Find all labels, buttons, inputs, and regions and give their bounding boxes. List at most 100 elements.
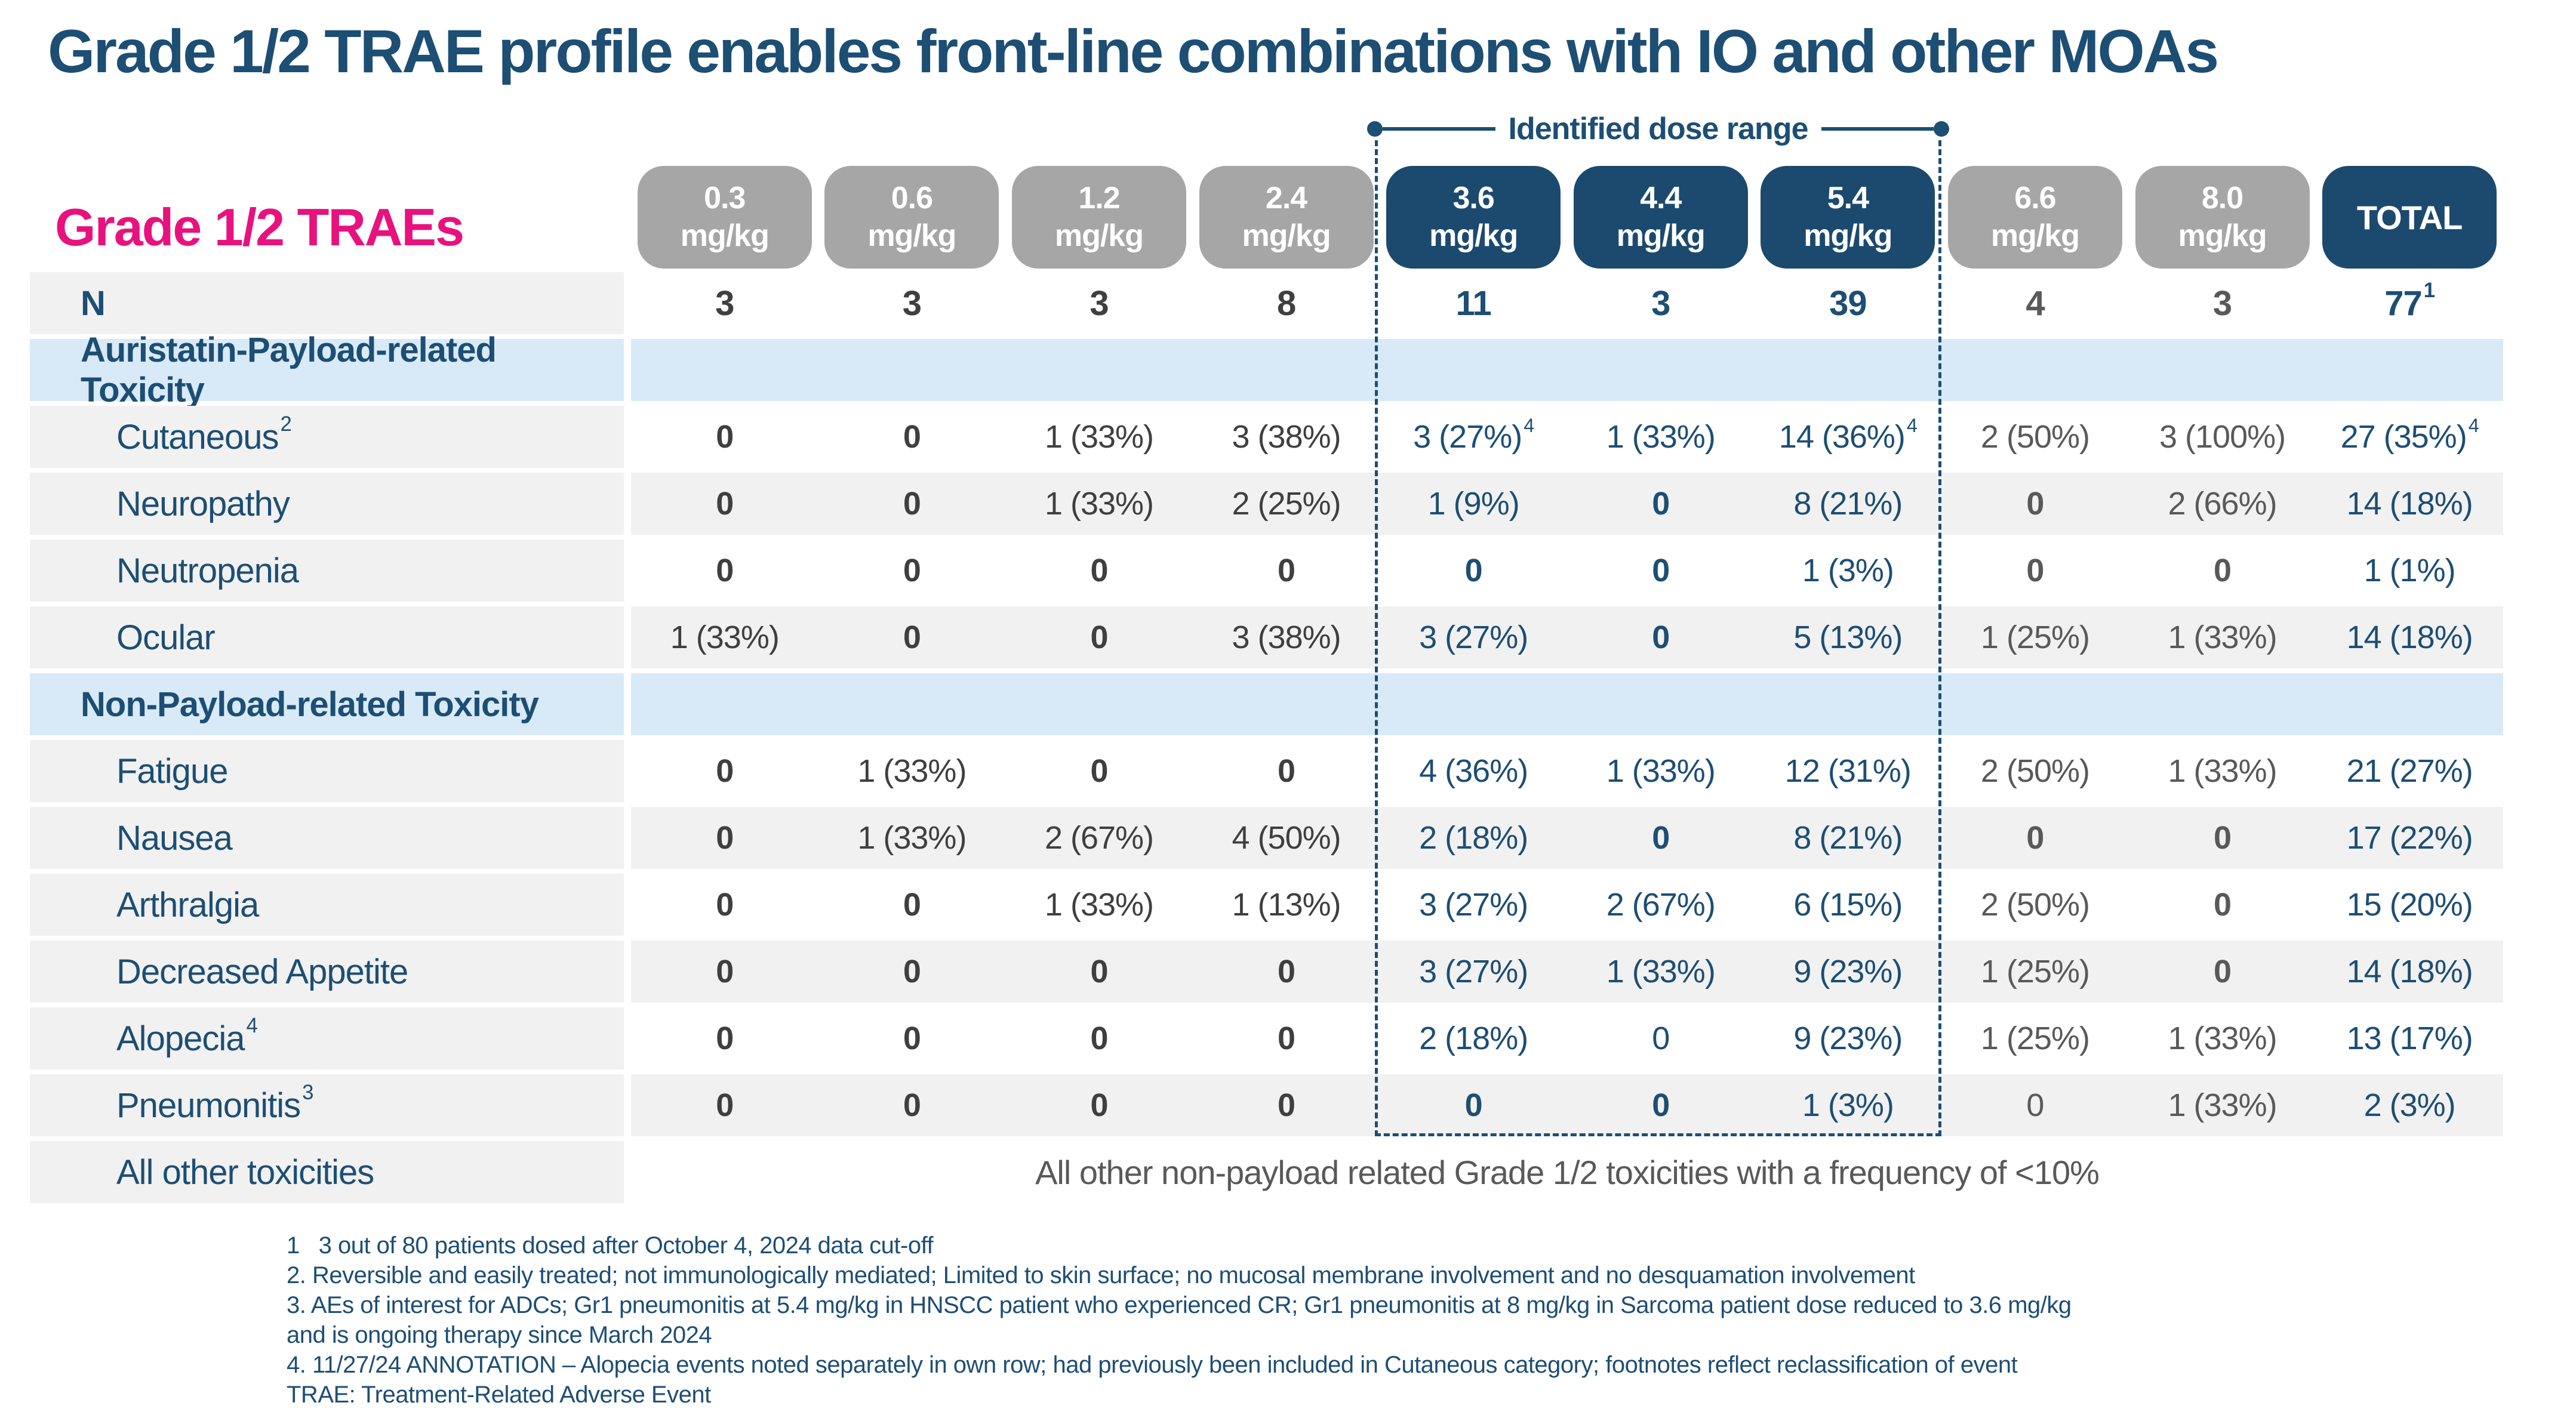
value-cell: 13 (17%) bbox=[2346, 1021, 2473, 1056]
header-cell: 8.0 mg/kg bbox=[2129, 166, 2316, 269]
value-cell: 3 bbox=[902, 283, 922, 323]
value-cell: 1 (25%) bbox=[1980, 619, 2090, 655]
dose-range-annotation: Identified dose range bbox=[1367, 111, 1950, 147]
value-cell: 2 (18%) bbox=[1419, 820, 1528, 856]
table-row-alopecia: Alopecia 4 0 0 0 0 2 (18%) 0 9 (23%) 1 (25%) 1 (33… bbox=[30, 1007, 2503, 1069]
value-cell: 0 bbox=[716, 419, 734, 455]
value-cell: 1 (33%) bbox=[2168, 619, 2278, 655]
value-cell: 3 (100%) bbox=[2159, 419, 2286, 455]
value-cell: 3 bbox=[1090, 283, 1109, 323]
header-row: 0.3 mg/kg 0.6 mg/kg 1.2 mg/kg 2.4 mg/kg 3.6 mg/kg… bbox=[30, 166, 2503, 269]
value-cell: 8 bbox=[1276, 283, 1296, 323]
value-cell: 0 bbox=[2214, 887, 2232, 923]
dose-unit: mg/kg bbox=[1990, 218, 2080, 253]
value-cell: 2 (67%) bbox=[1606, 887, 1716, 923]
value-cell: 17 (22%) bbox=[2346, 820, 2473, 856]
value-cell: 77 1 bbox=[2384, 279, 2435, 323]
dose-unit: mg/kg bbox=[1054, 218, 1144, 253]
value-cell: 3 (38%) bbox=[1232, 619, 1341, 655]
value-cell: 1 (33%) bbox=[1044, 486, 1154, 522]
value-cell: 0 bbox=[716, 820, 734, 856]
trae-heading: Grade 1/2 TRAEs bbox=[55, 198, 464, 257]
value-cell: 2 (66%) bbox=[2168, 486, 2278, 522]
row-label: Arthralgia bbox=[30, 874, 624, 936]
value-cell: 1 (33%) bbox=[857, 753, 967, 789]
value-cell: 1 (33%) bbox=[1044, 887, 1154, 923]
table-row-ocular: Ocular 1 (33%) 0 0 3 (38%) 3 (27%) 0 5 (13%) 1 (… bbox=[30, 606, 2503, 668]
value-cell: 0 bbox=[1278, 553, 1295, 588]
value-cell: 5 (13%) bbox=[1793, 619, 1903, 655]
row-strip: 1 (33%) 0 0 3 (38%) 3 (27%) 0 5 (13%) 1 (25%) 1 … bbox=[631, 606, 2503, 668]
header-cell: 2.4 mg/kg bbox=[1193, 166, 1380, 269]
header-cell: 6.6 mg/kg bbox=[1941, 166, 2129, 269]
header-cell: 1.2 mg/kg bbox=[1005, 166, 1193, 269]
value-cell: 0 bbox=[716, 753, 734, 789]
value-cell: 0 bbox=[716, 954, 734, 989]
value-cell: 1 (1%) bbox=[2363, 553, 2456, 588]
value-cell: 1 (33%) bbox=[1606, 954, 1716, 989]
dose-column-header-2.4: 2.4 mg/kg bbox=[1199, 166, 1374, 269]
header-strip: 0.3 mg/kg 0.6 mg/kg 1.2 mg/kg 2.4 mg/kg 3.6 mg/kg… bbox=[631, 166, 2503, 269]
value-cell: 0 bbox=[903, 954, 921, 989]
row-strip: 0 0 1 (33%) 2 (25%) 1 (9%) 0 8 (21%) 0 2 (66%) 14… bbox=[631, 473, 2503, 535]
table-row-arthralgia: Arthralgia 0 0 1 (33%) 1 (13%) 3 (27%) 2 (67%)… bbox=[30, 874, 2503, 936]
value-cell: 2 (3%) bbox=[2363, 1087, 2456, 1123]
value-cell: 0 bbox=[1090, 954, 1108, 989]
slide-title: Grade 1/2 TRAE profile enables front-lin… bbox=[48, 17, 2219, 85]
value-cell: 8 (21%) bbox=[1793, 820, 1903, 856]
row-strip bbox=[631, 673, 2503, 735]
value-cell: 0 bbox=[1652, 1021, 1670, 1056]
header-cell: 0.3 mg/kg bbox=[631, 166, 818, 269]
footnote-line: 2. Reversible and easily treated; not im… bbox=[287, 1262, 1915, 1288]
value-cell: 2 (50%) bbox=[1980, 753, 2090, 789]
value-cell: 2 (50%) bbox=[1980, 887, 2090, 923]
dose-column-header-total: TOTAL bbox=[2322, 166, 2497, 269]
value-cell: 1 (33%) bbox=[1044, 419, 1154, 455]
value-cell: 2 (25%) bbox=[1232, 486, 1341, 522]
value-cell: 14 (18%) bbox=[2346, 619, 2473, 655]
value-cell: 0 bbox=[1278, 753, 1295, 789]
footnote-line: 3. AEs of interest for ADCs; Gr1 pneumon… bbox=[287, 1292, 2072, 1318]
table-row-cutaneous: Cutaneous 2 0 0 1 (33%) 3 (38%) 3 (27%) 4 1 (33%… bbox=[30, 406, 2503, 468]
header-cell: 4.4 mg/kg bbox=[1567, 166, 1755, 269]
value-cell: 27 (35%) 4 bbox=[2340, 414, 2479, 455]
dose-unit: mg/kg bbox=[1803, 218, 1892, 253]
value-cell: 0 bbox=[716, 486, 734, 522]
row-strip: 0 0 0 0 0 0 1 (3%) 0 1 (33%) 2 (3%) bbox=[631, 1074, 2503, 1136]
dose-value: TOTAL bbox=[2356, 198, 2463, 236]
value-cell: 1 (13%) bbox=[1232, 887, 1341, 923]
range-endpoint-right-dot-icon bbox=[1934, 121, 1950, 137]
value-cell: 0 bbox=[2214, 553, 2232, 588]
dose-value: 8.0 bbox=[2201, 181, 2243, 215]
row-strip: All other non-payload related Grade 1/2 … bbox=[631, 1141, 2503, 1203]
table-row-pneumonitis: Pneumonitis 3 0 0 0 0 0 0 1 (3%) 0 1 (33%) 2 (3%) bbox=[30, 1074, 2503, 1136]
dose-column-header-0.3: 0.3 mg/kg bbox=[637, 166, 812, 269]
annotation-label: Identified dose range bbox=[1508, 112, 1809, 146]
value-cell: 1 (33%) bbox=[670, 619, 780, 655]
value-cell: 1 (33%) bbox=[857, 820, 967, 856]
value-cell: 3 bbox=[715, 283, 734, 323]
dose-column-header-1.2: 1.2 mg/kg bbox=[1011, 166, 1186, 269]
footnote-line: 4. 11/27/24 ANNOTATION – Alopecia events… bbox=[287, 1352, 2018, 1378]
value-cell: 0 bbox=[1652, 820, 1670, 856]
value-cell: 1 (3%) bbox=[1802, 1087, 1894, 1123]
section-row-non-payload-related-toxicity: Non-Payload-related Toxicity bbox=[30, 673, 2503, 735]
value-cell: 0 bbox=[2026, 486, 2044, 522]
value-cell: 0 bbox=[716, 1021, 734, 1056]
value-cell: 39 bbox=[1829, 283, 1867, 323]
row-strip: 0 0 0 0 3 (27%) 1 (33%) 9 (23%) 1 (25%) 0 14 (18%… bbox=[631, 941, 2503, 1003]
value-cell: 0 bbox=[1652, 1087, 1670, 1123]
value-cell: 0 bbox=[1090, 1021, 1108, 1056]
dose-value: 1.2 bbox=[1078, 181, 1120, 215]
footnote-line: and is ongoing therapy since March 2024 bbox=[287, 1322, 712, 1348]
value-cell: 1 (9%) bbox=[1427, 486, 1520, 522]
value-cell: 0 bbox=[716, 1087, 734, 1123]
value-cell: 3 (27%) bbox=[1419, 954, 1528, 989]
value-cell: 1 (3%) bbox=[1802, 553, 1894, 588]
table-row-decreased-appetite: Decreased Appetite 0 0 0 0 3 (27%) 1 (33%) 9 (2… bbox=[30, 941, 2503, 1003]
dose-column-header-5.4: 5.4 mg/kg bbox=[1761, 166, 1935, 269]
dose-unit: mg/kg bbox=[1242, 218, 1331, 253]
value-cell: 2 (18%) bbox=[1419, 1021, 1528, 1056]
dose-value: 3.6 bbox=[1452, 181, 1495, 215]
header-label-spacer bbox=[30, 166, 624, 269]
